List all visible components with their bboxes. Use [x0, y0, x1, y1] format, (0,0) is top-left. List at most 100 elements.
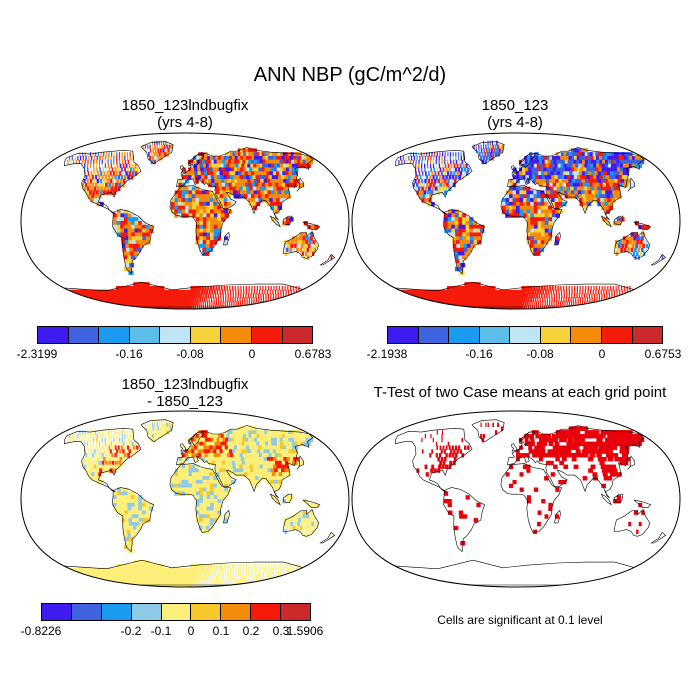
grid-cell [464, 251, 470, 256]
grid-cell [227, 457, 233, 462]
grid-cell [203, 445, 208, 450]
grid-cell [256, 289, 258, 295]
grid-cell [575, 449, 581, 454]
grid-cell [645, 224, 650, 230]
grid-cell [451, 217, 456, 222]
grid-cell [233, 167, 239, 172]
grid-cell [583, 453, 589, 458]
grid-cell [267, 575, 269, 580]
grid-cell [201, 297, 204, 302]
grid-cell [293, 243, 297, 249]
grid-cell [127, 159, 130, 165]
grid-cell [299, 525, 303, 531]
grid-cell [258, 182, 264, 188]
grid-cell [191, 167, 195, 172]
grid-cell [140, 286, 146, 291]
grid-cell [433, 468, 437, 473]
grid-cell [131, 502, 136, 508]
grid-cell [70, 437, 72, 443]
grid-cell [433, 305, 445, 309]
grid-cell [235, 289, 237, 295]
grid-cell [103, 449, 106, 454]
grid-cell [220, 163, 226, 169]
grid-cell [287, 518, 291, 523]
grid-cell [469, 286, 475, 291]
grid-cell [256, 186, 262, 191]
grid-cell [276, 167, 283, 172]
grid-cell [278, 182, 284, 188]
coastline-gb [511, 443, 518, 452]
grid-cell [551, 201, 556, 207]
grid-cell [572, 441, 578, 447]
grid-cell [454, 224, 460, 230]
grid-cell [252, 201, 257, 207]
grid-cell [578, 163, 584, 169]
grid-cell [559, 182, 564, 188]
grid-cell [605, 205, 610, 211]
grid-cell [265, 575, 267, 580]
grid-cell [187, 297, 190, 302]
grid-cell [154, 571, 160, 576]
grid-cell [119, 449, 122, 454]
grid-cell [206, 487, 211, 492]
grid-cell [245, 182, 250, 188]
grid-cell [564, 445, 570, 450]
colorbar-swatch [251, 604, 282, 620]
grid-cell [558, 293, 560, 298]
grid-cell [240, 301, 242, 306]
grid-cell [207, 175, 212, 180]
colorbar-swatch [510, 327, 541, 343]
grid-cell [570, 159, 576, 165]
grid-cell [126, 152, 128, 157]
grid-cell [151, 286, 157, 291]
grid-cell [547, 449, 552, 454]
grid-cell [629, 289, 631, 295]
grid-cell [124, 437, 127, 443]
grid-cell [161, 144, 163, 149]
grid-cell [607, 476, 613, 481]
grid-cell [195, 194, 200, 199]
grid-cell [202, 571, 205, 576]
grid-cell [169, 426, 173, 431]
grid-cell [164, 293, 169, 298]
grid-cell [598, 190, 604, 195]
grid-cell [427, 156, 429, 161]
grid-cell [171, 289, 176, 295]
grid-cell [286, 297, 288, 302]
grid-cell [404, 159, 406, 165]
grid-cell [100, 479, 104, 485]
grid-cell [537, 289, 540, 295]
grid-cell [519, 167, 523, 172]
grid-cell [613, 289, 615, 295]
grid-cell [524, 437, 529, 443]
grid-cell [560, 301, 562, 306]
grid-cell [195, 464, 200, 469]
grid-cell [451, 236, 457, 241]
grid-cell [211, 163, 217, 169]
grid-cell [200, 167, 205, 172]
grid-cell [414, 179, 417, 184]
grid-cell [222, 449, 228, 454]
grid-cell [430, 434, 432, 439]
grid-cell [292, 286, 294, 291]
grid-cell [604, 186, 610, 191]
grid-cell [227, 567, 229, 573]
grid-cell [98, 163, 101, 169]
grid-cell [484, 289, 489, 295]
grid-cell [586, 198, 591, 203]
grid-cell [132, 247, 138, 253]
grid-cell [313, 525, 317, 531]
grid-cell [581, 301, 584, 306]
grid-cell [147, 426, 149, 431]
grid-cell [116, 224, 121, 230]
grid-cell [537, 217, 542, 222]
grid-cell [114, 453, 117, 458]
colorbar-swatch [251, 327, 283, 343]
grid-cell [545, 289, 547, 295]
grid-cell [458, 224, 463, 230]
grid-cell [264, 167, 271, 172]
grid-cell [271, 472, 277, 477]
grid-cell [174, 567, 178, 573]
grid-cell [202, 190, 207, 195]
grid-cell [191, 301, 194, 306]
